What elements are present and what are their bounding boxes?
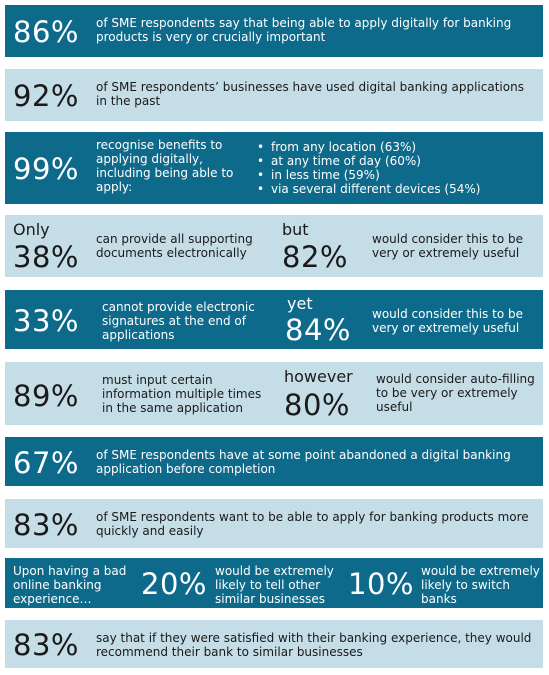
stat-row-33: 33% cannot provide electronic signatures…	[5, 290, 543, 349]
stat-description: cannot provide electronic signatures at …	[102, 300, 255, 342]
stat-description: can provide all supporting documents ele…	[96, 232, 253, 260]
stat-row-83-recommend: 83% say that if they were satisfied with…	[5, 620, 543, 668]
benefit-item: via several different devices (54%)	[255, 182, 480, 196]
stat-description: say that if they were satisfied with the…	[96, 631, 532, 659]
stat-description-secondary: would consider this to be very or extrem…	[372, 307, 523, 335]
stat-percentage-secondary: 80%	[284, 388, 350, 422]
stat-percentage: 33%	[13, 304, 79, 338]
stat-percentage: 92%	[13, 79, 79, 113]
stat-description-secondary: would consider this to be very or extrem…	[372, 232, 523, 260]
stat-row-38: Only 38% can provide all supporting docu…	[5, 215, 543, 277]
stat-description: recognise benefits to applying digitally…	[96, 138, 234, 194]
stat-row-86: 86% of SME respondents say that being ab…	[5, 5, 543, 57]
stat-description-tertiary: would be extremely likely to switch bank…	[421, 564, 540, 606]
stat-description: Upon having a bad online banking experie…	[13, 564, 127, 606]
stat-percentage: 89%	[13, 379, 79, 413]
benefit-item: at any time of day (60%)	[255, 154, 480, 168]
stat-description: must input certain information multiple …	[102, 373, 262, 415]
stat-percentage: 86%	[13, 15, 79, 49]
stat-row-99: 99% recognise benefits to applying digit…	[5, 132, 543, 204]
stat-percentage: 99%	[13, 152, 79, 186]
stat-percentage-secondary: 84%	[285, 313, 351, 347]
stat-percentage: 83%	[13, 628, 79, 662]
stat-description: of SME respondents say that being able t…	[96, 16, 512, 44]
stat-lead-word: but	[282, 220, 309, 239]
stat-percentage-secondary: 82%	[282, 240, 348, 274]
stat-description: of SME respondents want to be able to ap…	[96, 510, 529, 538]
benefit-list: from any location (63%) at any time of d…	[255, 140, 480, 196]
benefit-item: from any location (63%)	[255, 140, 480, 154]
stat-percentage: 67%	[13, 446, 79, 480]
stat-row-92: 92% of SME respondents’ businesses have …	[5, 69, 543, 121]
stat-row-67: 67% of SME respondents have at some poin…	[5, 437, 543, 486]
stat-description: of SME respondents’ businesses have used…	[96, 80, 524, 108]
stat-lead-word: yet	[287, 294, 313, 313]
stat-row-bad-experience: Upon having a bad online banking experie…	[5, 558, 543, 608]
stat-percentage: 83%	[13, 508, 79, 542]
stat-description-secondary: would consider auto-filling to be very o…	[376, 372, 535, 414]
stat-percentage-secondary: 10%	[348, 567, 414, 601]
stat-row-89: 89% must input certain information multi…	[5, 362, 543, 425]
stat-percentage: 20%	[141, 567, 207, 601]
stat-description: of SME respondents have at some point ab…	[96, 448, 511, 476]
stat-row-83-quick: 83% of SME respondents want to be able t…	[5, 499, 543, 548]
stat-lead-word: however	[284, 367, 353, 386]
benefit-item: in less time (59%)	[255, 168, 480, 182]
stat-percentage: 38%	[13, 240, 79, 274]
stat-description-secondary: would be extremely likely to tell other …	[215, 564, 334, 606]
stat-lead-word: Only	[13, 220, 50, 239]
